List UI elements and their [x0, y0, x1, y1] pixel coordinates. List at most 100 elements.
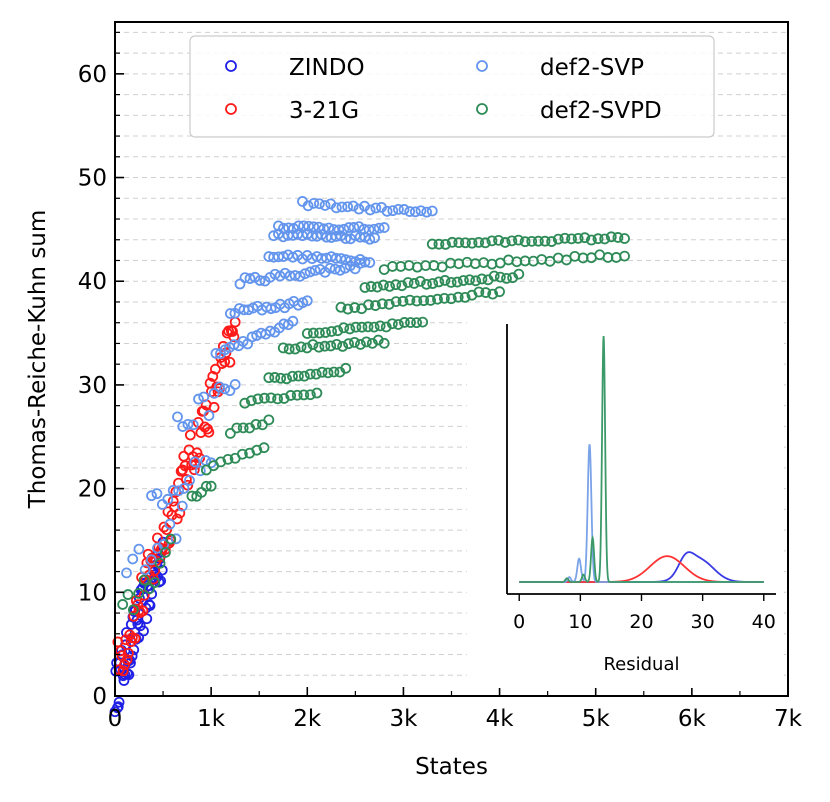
point-def2-svpd	[513, 234, 524, 246]
point-def2-svpd	[566, 233, 577, 245]
point-def2-svpd	[304, 368, 316, 380]
point-def2-svp	[273, 251, 284, 263]
point-def2-svp	[287, 251, 299, 263]
point-def2-svp	[156, 499, 168, 510]
main-series	[109, 196, 630, 718]
point-def2-svpd	[384, 280, 395, 292]
point-def2-svpd	[338, 322, 350, 334]
point-def2-svpd	[612, 232, 624, 243]
point-def2-svpd	[592, 233, 604, 245]
point-3-21g	[227, 326, 238, 337]
point-3-21g	[123, 647, 134, 659]
point-def2-svpd	[301, 342, 313, 354]
point-def2-svpd	[251, 444, 263, 456]
point-def2-svp	[299, 268, 311, 280]
legend-label-zindo: ZINDO	[289, 55, 365, 81]
point-def2-svpd	[440, 238, 451, 250]
point-3-21g	[161, 524, 173, 535]
point-def2-svpd	[355, 339, 366, 350]
point-3-21g	[121, 654, 133, 666]
point-def2-svp	[239, 272, 251, 284]
point-def2-svpd	[539, 235, 551, 247]
point-def2-svp	[387, 205, 399, 217]
point-def2-svp	[176, 500, 188, 512]
point-def2-svpd	[328, 366, 340, 378]
point-def2-svp	[184, 474, 195, 486]
point-def2-svpd	[396, 280, 408, 292]
point-def2-svp	[301, 295, 313, 307]
point-3-21g	[207, 371, 219, 382]
point-def2-svp	[353, 203, 365, 215]
point-def2-svp	[304, 266, 316, 278]
point-def2-svpd	[311, 387, 323, 399]
point-def2-svpd	[374, 320, 386, 332]
point-def2-svp	[393, 203, 404, 215]
point-def2-svp	[208, 387, 220, 399]
point-def2-svpd	[486, 235, 498, 247]
point-def2-svpd	[245, 395, 257, 407]
point-def2-svpd	[445, 276, 457, 288]
point-def2-svp	[151, 488, 163, 500]
point-def2-svp	[198, 391, 210, 403]
inset-x-tick-label: 40	[752, 611, 776, 633]
point-def2-svp	[329, 263, 341, 275]
point-def2-svp	[182, 418, 194, 430]
point-def2-svpd	[154, 557, 166, 569]
point-def2-svp	[358, 223, 370, 235]
point-def2-svp	[283, 222, 294, 234]
point-def2-svpd	[365, 281, 377, 292]
point-def2-svpd	[476, 273, 488, 285]
point-3-21g	[133, 605, 145, 616]
point-def2-svpd	[421, 278, 432, 290]
point-def2-svp	[246, 331, 258, 343]
point-def2-svpd	[322, 367, 334, 379]
point-def2-svpd	[307, 327, 319, 339]
point-def2-svpd	[342, 303, 354, 315]
point-def2-svpd	[458, 275, 469, 286]
point-def2-svp	[343, 222, 355, 233]
legend-box	[189, 35, 715, 138]
point-zindo	[153, 576, 165, 588]
inset-x-tick-label: 10	[568, 611, 592, 633]
point-def2-svpd	[414, 275, 426, 287]
point-def2-svpd	[438, 292, 450, 304]
point-def2-svpd	[295, 341, 307, 353]
point-def2-svp	[210, 347, 222, 359]
point-def2-svp	[187, 419, 199, 431]
point-def2-svpd	[287, 370, 298, 382]
point-def2-svpd	[275, 372, 287, 384]
point-def2-svpd	[263, 372, 275, 384]
point-def2-svp	[224, 385, 236, 397]
point-def2-svp	[265, 303, 277, 315]
point-3-21g	[158, 521, 170, 533]
point-def2-svp	[228, 339, 240, 351]
point-def2-svpd	[359, 282, 371, 293]
point-def2-svpd	[427, 278, 439, 289]
point-def2-svpd	[343, 338, 354, 350]
point-3-21g	[210, 363, 221, 375]
point-def2-svp	[342, 201, 354, 213]
point-def2-svpd	[277, 342, 289, 354]
point-def2-svp	[338, 223, 350, 235]
point-def2-svpd	[283, 343, 295, 355]
legend-marker-zindo	[225, 60, 237, 72]
point-def2-svp	[133, 543, 145, 555]
legend-marker-3-21g	[225, 103, 237, 115]
point-def2-svp	[224, 308, 236, 319]
point-def2-svpd	[149, 577, 161, 589]
point-def2-svpd	[470, 275, 482, 287]
point-def2-svpd	[133, 587, 145, 599]
point-def2-svpd	[480, 287, 492, 298]
inset-line-def2-svpd	[519, 335, 764, 583]
point-3-21g	[138, 589, 150, 601]
point-def2-svpd	[304, 389, 316, 401]
point-def2-svpd	[356, 321, 368, 333]
point-def2-svp	[194, 465, 206, 477]
point-zindo	[138, 625, 149, 637]
point-def2-svpd	[506, 235, 518, 247]
point-def2-svp	[328, 224, 340, 235]
point-def2-svpd	[499, 237, 511, 248]
point-def2-svpd	[340, 362, 352, 374]
point-def2-svp	[330, 230, 342, 242]
point-def2-svp	[336, 201, 348, 213]
